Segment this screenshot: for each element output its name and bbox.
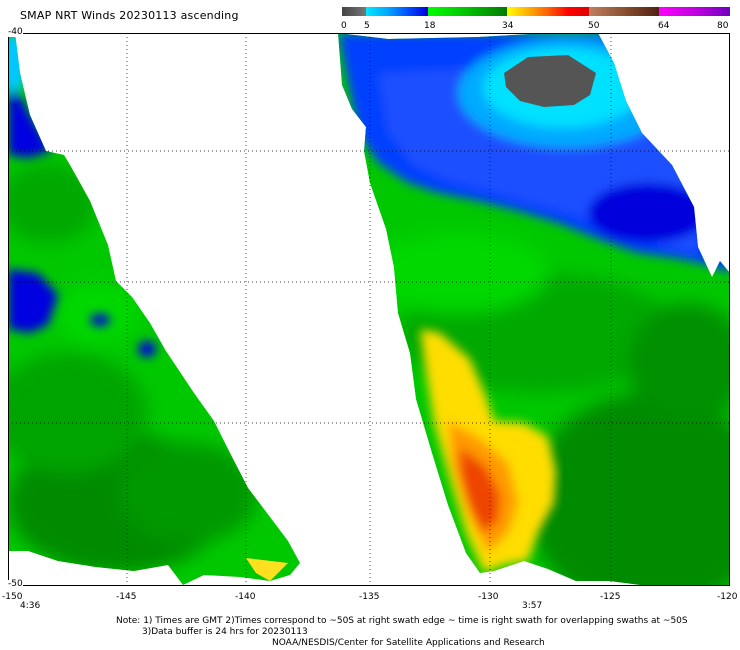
colorbar-label-80: 80 xyxy=(717,21,729,31)
lon-label-125: -125 xyxy=(600,592,621,602)
colorbar-label-18: 18 xyxy=(424,21,436,31)
colorbar-label-50: 50 xyxy=(588,21,600,31)
wind-swath-map xyxy=(8,33,730,586)
graticule xyxy=(8,33,730,586)
lon-label-145: -145 xyxy=(116,592,137,602)
lat-label-40: -40 xyxy=(8,27,23,37)
map-frame xyxy=(8,33,730,586)
lon-label-130: -130 xyxy=(478,592,499,602)
colorbar-segment-18-34 xyxy=(428,7,507,16)
note-line-2: 3)Data buffer is 24 hrs for 20230113 xyxy=(142,627,308,637)
colorbar-segment-34-50 xyxy=(507,7,589,16)
left-swath xyxy=(8,33,300,585)
colorbar-label-34: 34 xyxy=(502,21,514,31)
swath-time-left: 4:36 xyxy=(20,601,41,611)
lat-label-50: -50 xyxy=(8,579,23,589)
colorbar-segment-5-18 xyxy=(366,7,428,16)
credit-line: NOAA/NESDIS/Center for Satellite Applica… xyxy=(272,638,545,648)
lon-label-135: -135 xyxy=(359,592,380,602)
note-line-1: Note: 1) Times are GMT 2)Times correspon… xyxy=(116,616,688,626)
colorbar-label-64: 64 xyxy=(658,21,670,31)
swath-time-right: 3:57 xyxy=(522,601,543,611)
colorbar-segment-50-64 xyxy=(589,7,659,16)
colorbar-label-0: 0 xyxy=(341,21,347,31)
lon-label-140: -140 xyxy=(235,592,256,602)
wind-speed-colorbar xyxy=(342,7,730,16)
colorbar-segment-0-5 xyxy=(342,7,366,16)
colorbar-segment-64-80 xyxy=(659,7,730,16)
right-swath xyxy=(338,33,730,586)
lon-label-150: -150 xyxy=(2,592,23,602)
colorbar-label-5: 5 xyxy=(364,21,370,31)
lon-label-120: -120 xyxy=(717,592,738,602)
map-title: SMAP NRT Winds 20230113 ascending xyxy=(20,9,239,22)
